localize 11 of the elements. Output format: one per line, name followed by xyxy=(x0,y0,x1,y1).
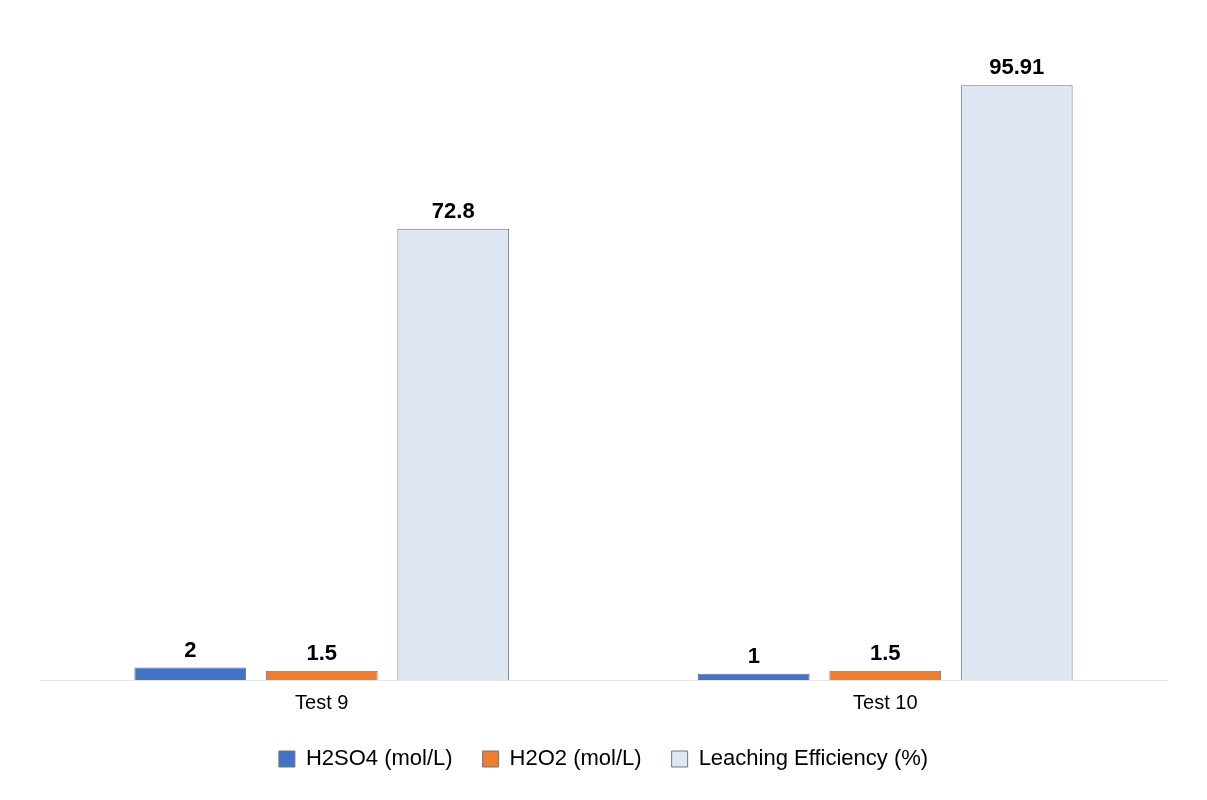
legend-label: Leaching Efficiency (%) xyxy=(698,745,929,771)
legend-label: H2O2 (mol/L) xyxy=(509,745,642,771)
legend-label: H2SO4 (mol/L) xyxy=(305,745,453,771)
x-tick-label: Test 9 xyxy=(295,690,349,713)
data-label: 72.8 xyxy=(431,197,475,223)
data-label: 1.5 xyxy=(306,639,338,665)
data-label: 1 xyxy=(747,642,760,668)
data-label: 2 xyxy=(184,636,197,662)
x-tick-label: Test 10 xyxy=(853,690,918,713)
data-label: 95.91 xyxy=(989,54,1045,80)
data-label: 1.5 xyxy=(869,639,901,665)
